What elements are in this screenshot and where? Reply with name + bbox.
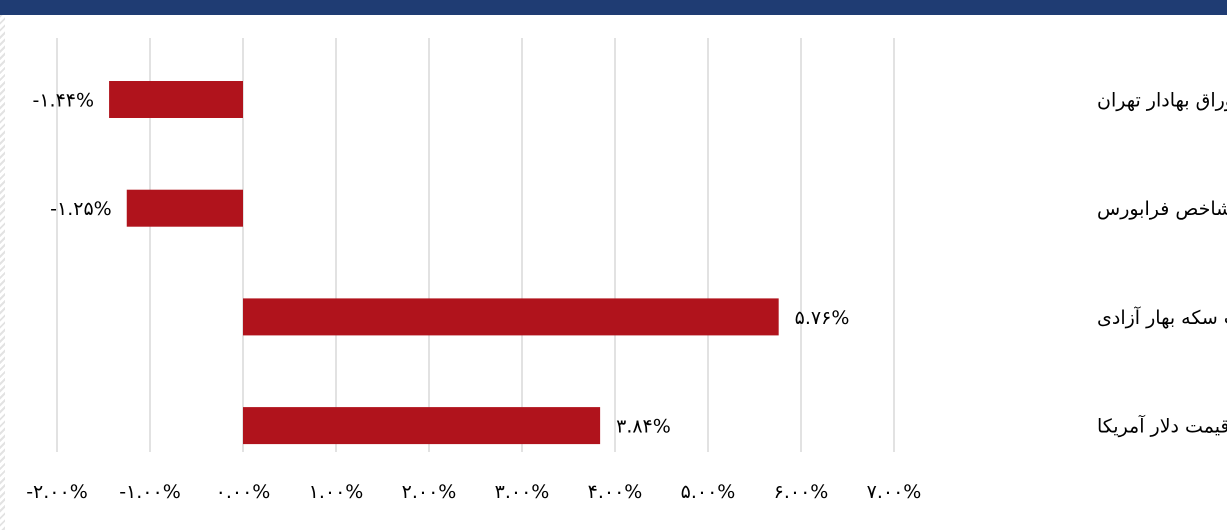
x-tick-label: ۵.۰۰% — [681, 481, 736, 503]
x-tick-label: -۱.۰۰% — [119, 481, 181, 503]
x-tick-label: ۳.۰۰% — [495, 481, 550, 503]
data-label: ۵.۷۶% — [795, 307, 850, 329]
data-label: -۱.۴۴% — [33, 90, 95, 112]
x-tick-label: ۰.۰۰% — [216, 481, 271, 503]
x-tick-label: -۲.۰۰% — [26, 481, 88, 503]
bars — [109, 81, 779, 445]
bar — [243, 407, 601, 445]
x-tick-label: ۱.۰۰% — [309, 481, 364, 503]
category-label: شاخص فرابورس — [1097, 198, 1227, 220]
bar — [126, 189, 243, 227]
data-label: ۳.۸۴% — [616, 416, 671, 438]
category-label: قیمت دلار آمریکا — [1097, 414, 1227, 438]
bar — [109, 81, 243, 118]
category-labels: شاخص بورس اوراق بهادار تهران شاخص فرابورس… — [1097, 90, 1227, 438]
x-tick-label: ۶.۰۰% — [774, 481, 829, 503]
x-tick-label: ۷.۰۰% — [867, 481, 922, 503]
data-label: -۱.۲۵% — [50, 198, 112, 220]
header-bar — [0, 0, 1227, 15]
category-label: قیمت سکه بهار آزادی — [1097, 305, 1227, 329]
grid-lines — [56, 38, 895, 452]
x-tick-label: ۴.۰۰% — [588, 481, 643, 503]
x-axis-tick-labels: -۲.۰۰% -۱.۰۰% ۰.۰۰% ۱.۰۰% ۲.۰۰% ۳.۰۰% ۴.۰۰% ۵.۰… — [26, 481, 921, 503]
x-tick-label: ۲.۰۰% — [402, 481, 457, 503]
page-edge-decoration — [0, 15, 5, 530]
data-labels: -۱.۴۴% -۱.۲۵% ۵.۷۶% ۳.۸۴% — [33, 90, 850, 438]
category-label: شاخص بورس اوراق بهادار تهران — [1097, 90, 1227, 112]
bar — [243, 298, 779, 336]
